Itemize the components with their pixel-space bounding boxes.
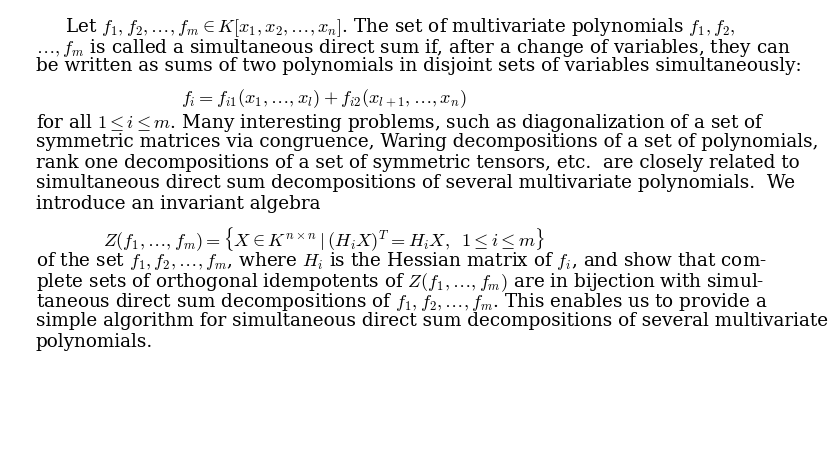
Text: Let $f_1, f_2, \ldots, f_m \in K[x_1, x_2, \ldots, x_n]$. The set of multivariat: Let $f_1, f_2, \ldots, f_m \in K[x_1, x_… <box>65 16 735 39</box>
Text: symmetric matrices via congruence, Waring decompositions of a set of polynomials: symmetric matrices via congruence, Warin… <box>36 133 818 151</box>
Text: $Z(f_1, \ldots, f_m) = \{X \in K^{n \times n} \mid (H_i X)^T = H_i X, \;\; 1 \le: $Z(f_1, \ldots, f_m) = \{X \in K^{n \tim… <box>103 225 544 253</box>
Text: introduce an invariant algebra: introduce an invariant algebra <box>36 195 320 213</box>
Text: simultaneous direct sum decompositions of several multivariate polynomials.  We: simultaneous direct sum decompositions o… <box>36 174 794 192</box>
Text: polynomials.: polynomials. <box>36 333 153 351</box>
Text: simple algorithm for simultaneous direct sum decompositions of several multivari: simple algorithm for simultaneous direct… <box>36 312 828 330</box>
Text: rank one decompositions of a set of symmetric tensors, etc.  are closely related: rank one decompositions of a set of symm… <box>36 154 799 172</box>
Text: $\ldots, f_m$ is called a simultaneous direct sum if, after a change of variable: $\ldots, f_m$ is called a simultaneous d… <box>36 37 790 59</box>
Text: for all $1 \leq i \leq m$. Many interesting problems, such as diagonalization of: for all $1 \leq i \leq m$. Many interest… <box>36 112 765 134</box>
Text: plete sets of orthogonal idempotents of $Z(f_1, \ldots, f_m)$ are in bijection w: plete sets of orthogonal idempotents of … <box>36 271 764 293</box>
Text: be written as sums of two polynomials in disjoint sets of variables simultaneous: be written as sums of two polynomials in… <box>36 57 801 75</box>
Text: of the set $f_1, f_2, \ldots, f_m$, where $H_i$ is the Hessian matrix of $f_i$, : of the set $f_1, f_2, \ldots, f_m$, wher… <box>36 250 766 272</box>
Text: $f_i = f_{i1}(x_1, \ldots, x_l) + f_{i2}(x_{l+1}, \ldots, x_n)$: $f_i = f_{i1}(x_1, \ldots, x_l) + f_{i2}… <box>181 87 466 110</box>
Text: taneous direct sum decompositions of $f_1, f_2, \ldots, f_m$. This enables us to: taneous direct sum decompositions of $f_… <box>36 291 767 313</box>
